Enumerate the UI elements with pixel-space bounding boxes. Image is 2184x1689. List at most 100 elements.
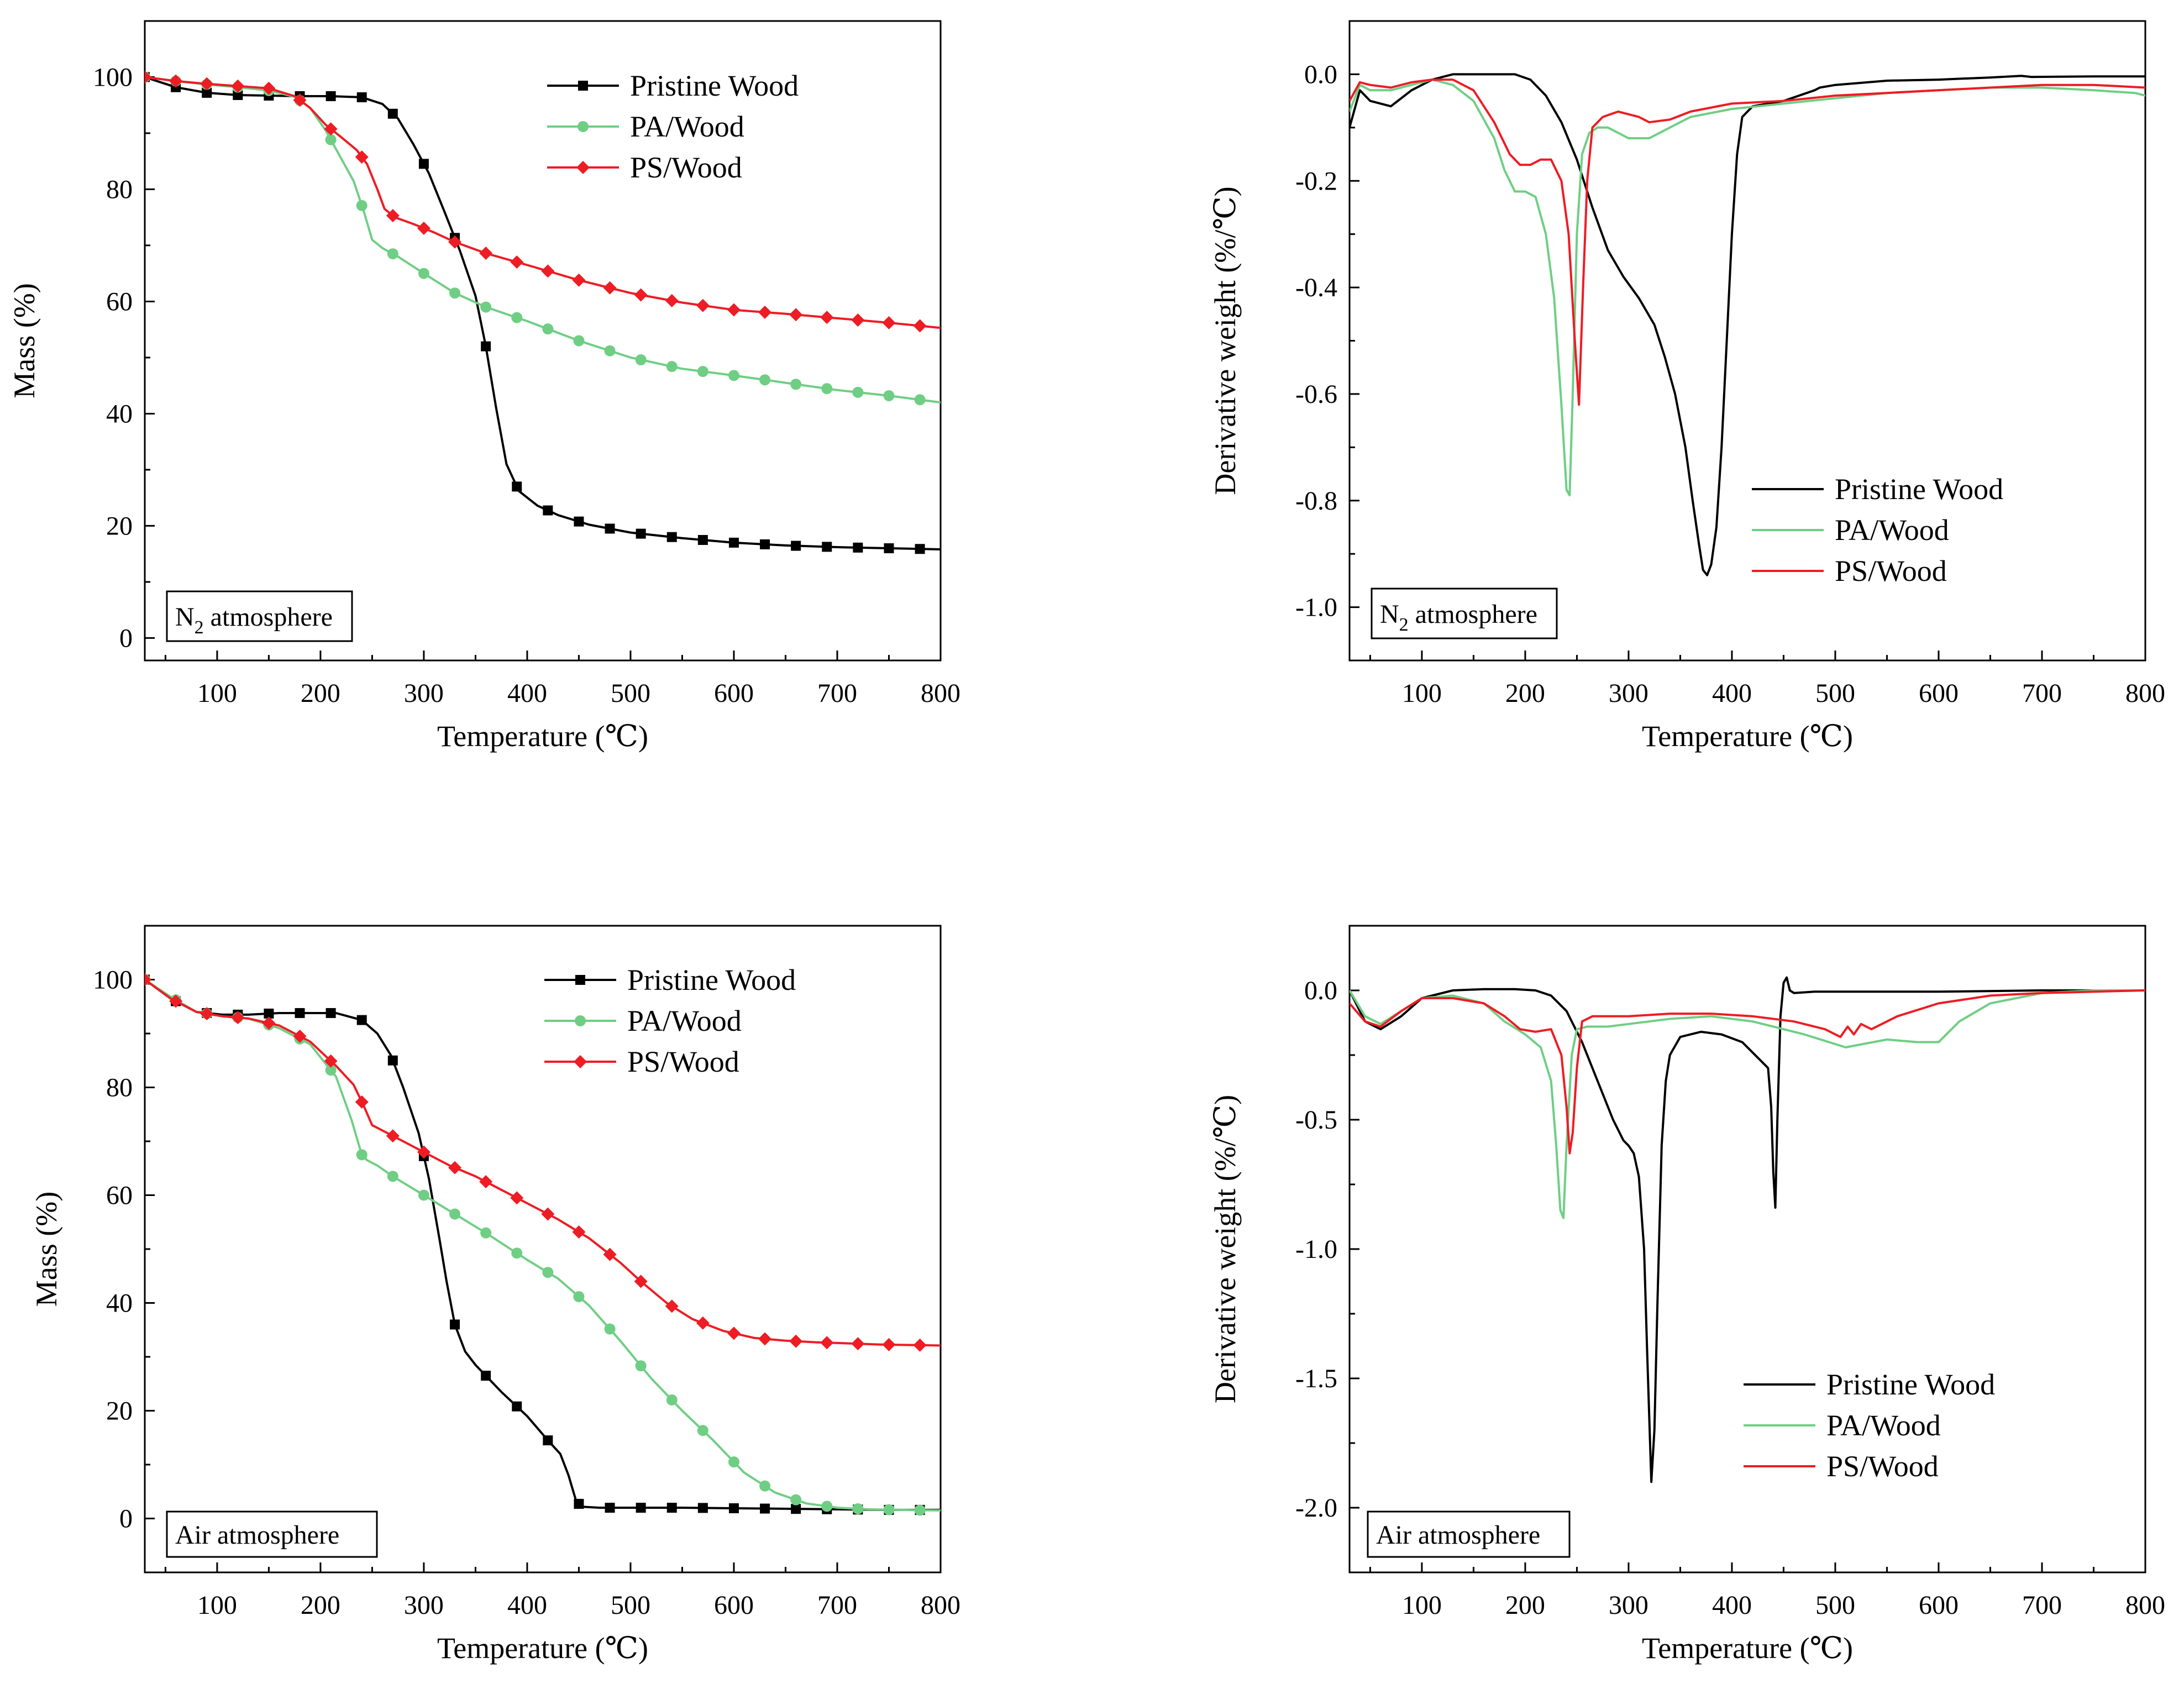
series-2-point-1 [169, 994, 183, 1008]
legend-entry: PA/Wood [544, 1004, 742, 1037]
series-2-point-4 [262, 81, 276, 95]
series-2-point-16 [634, 1274, 648, 1288]
y-tick-label: 40 [106, 399, 133, 428]
series-line [1350, 78, 2145, 406]
series-pa-wood [1350, 989, 2145, 1219]
atmosphere-label: Air atmosphere [1376, 1520, 1540, 1550]
series-2-point-3 [231, 1011, 245, 1025]
x-axis-title: Temperature (℃) [1642, 1632, 1853, 1665]
series-0-point-17 [666, 532, 677, 542]
series-2-point-3 [231, 79, 245, 93]
x-tick-label: 600 [1919, 1591, 1959, 1620]
x-tick-label: 500 [611, 1591, 650, 1620]
series-0-point-7 [356, 1015, 367, 1025]
x-tick-label: 800 [921, 1591, 960, 1620]
x-tick-label: 300 [404, 1591, 444, 1620]
x-tick-label: 100 [1402, 679, 1442, 708]
legend-entry: Pristine Wood [1744, 1368, 1995, 1401]
legend-label: PS/Wood [627, 1045, 739, 1078]
series-0-point-11 [481, 341, 491, 352]
y-axis-title: Derivative weight (%/℃) [1209, 186, 1242, 495]
series-0-point-14 [574, 1498, 584, 1509]
series-2-point-22 [820, 311, 834, 324]
series-line [1350, 989, 2145, 1219]
series-2-point-10 [448, 235, 462, 249]
legend-marker-point-1 [578, 121, 589, 132]
series-0-point-13 [543, 505, 553, 516]
x-tick-label: 100 [1402, 1591, 1442, 1620]
x-tick-label: 700 [2022, 1591, 2062, 1620]
x-tick-label: 400 [507, 679, 547, 708]
y-tick-label: -0.8 [1295, 486, 1337, 516]
series-1-point-12 [511, 312, 523, 323]
tga-mass-n2-chart: 100 200 300 400 500 600 700 800 0 20 40 60 80 100 Temp… [8, 20, 960, 753]
series-2-point-15 [603, 281, 617, 295]
series-1-point-6 [325, 1064, 337, 1076]
legend-entry: PA/Wood [547, 110, 744, 143]
series-1-point-15 [604, 345, 616, 356]
series-2-point-6 [324, 1054, 338, 1068]
series-0-point-17 [666, 1503, 677, 1513]
x-tick-label: 500 [1815, 679, 1855, 708]
series-1-point-14 [573, 335, 585, 347]
x-tick-label: 300 [404, 679, 444, 708]
series-0-point-6 [326, 1008, 336, 1018]
series-1-point-19 [728, 1456, 739, 1468]
series-0-point-18 [697, 534, 708, 545]
series-1-point-13 [542, 1267, 554, 1278]
legend-entry: PA/Wood [1744, 1409, 1941, 1442]
series-ps-wood [1350, 78, 2145, 406]
series-0-point-15 [605, 1503, 615, 1513]
x-tick-label: 300 [1609, 1591, 1649, 1620]
legend-entry: Pristine Wood [547, 69, 799, 102]
series-2-point-17 [665, 1299, 679, 1313]
dtg-derivative-n2-chart: 100 200 300 400 500 600 700 800 0.0 -0.2 -0.4 -0.6 -… [1209, 20, 2165, 753]
series-0-point-8 [387, 108, 398, 119]
series-2-point-11 [479, 246, 493, 260]
atmosphere-label: N2 atmosphere [175, 602, 333, 638]
series-0-point-6 [326, 91, 336, 101]
series-1-point-22 [821, 383, 833, 395]
y-tick-label: 60 [106, 287, 133, 316]
y-tick-label: 0.0 [1304, 60, 1337, 89]
series-1-point-7 [356, 200, 368, 211]
series-pa-wood [145, 71, 941, 406]
series-0-point-16 [636, 528, 646, 539]
series-2-point-7 [355, 1095, 369, 1109]
series-0-point-8 [387, 1055, 398, 1066]
series-0-point-19 [728, 1503, 739, 1513]
series-0-point-21 [791, 541, 801, 551]
series-1-point-8 [387, 1171, 398, 1182]
x-tick-label: 600 [1919, 679, 1959, 708]
series-2-point-23 [851, 1337, 865, 1351]
series-0-point-3 [233, 90, 243, 100]
series-0-point-20 [760, 1503, 770, 1514]
series-line [1350, 989, 2145, 1155]
legend-label: PA/Wood [1835, 513, 1949, 547]
atmosphere-label: N2 atmosphere [1380, 600, 1537, 635]
series-2-point-19 [727, 1326, 741, 1340]
legend-marker-point-0 [578, 81, 588, 91]
y-tick-label: 100 [93, 966, 133, 995]
series-2-point-6 [324, 122, 338, 136]
series-1-point-6 [325, 134, 337, 145]
y-tick-label: 0 [119, 623, 133, 653]
series-0-point-20 [760, 539, 770, 549]
atmosphere-label-box: N2 atmosphere [166, 590, 353, 642]
series-1-point-8 [387, 248, 398, 260]
series-2-point-0 [145, 973, 151, 987]
legend-marker-point-1 [575, 1015, 586, 1026]
series-2-point-5 [293, 93, 307, 107]
x-axis-title: Temperature (℃) [437, 720, 648, 753]
series-1-point-11 [480, 301, 492, 313]
legend-label: Pristine Wood [1826, 1368, 1995, 1401]
y-axis-title: Mass (%) [30, 1192, 63, 1307]
series-ps-wood [145, 973, 941, 1352]
series-1-point-18 [697, 366, 708, 377]
series-2-point-21 [789, 1334, 803, 1348]
y-tick-label: -0.5 [1295, 1105, 1337, 1135]
series-2-point-25 [913, 1338, 927, 1352]
x-tick-label: 700 [817, 1591, 857, 1620]
legend-label: PS/Wood [630, 151, 742, 184]
